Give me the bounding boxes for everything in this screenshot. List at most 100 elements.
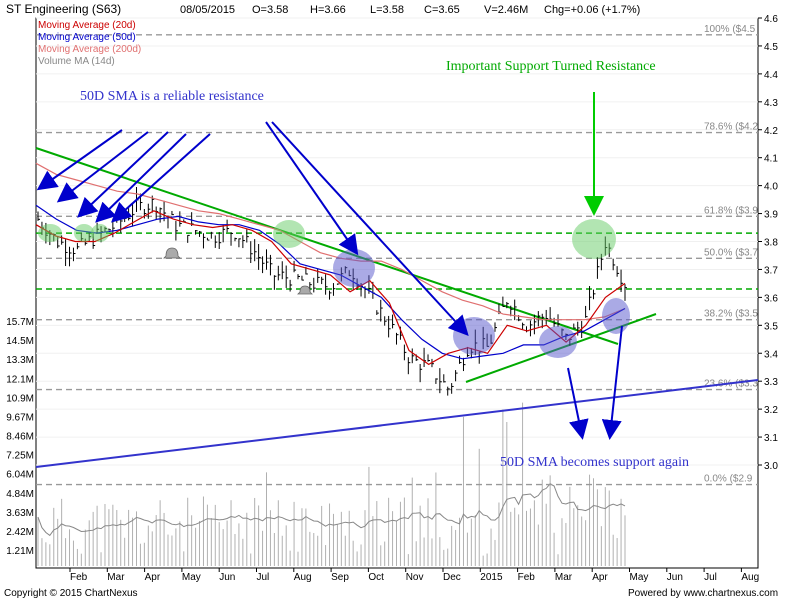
volume-tick-label: 4.84M [6, 489, 34, 500]
green-downtrend-line [35, 147, 619, 345]
date-tick-label: Oct [368, 572, 384, 583]
green-circle [273, 220, 305, 248]
legend-ma20: Moving Average (20d) [38, 20, 136, 31]
volume-axis-ticks: 15.7M 14.5M 13.3M 12.1M 10.9M 9.67M 8.46M 7.25M… [6, 317, 34, 557]
date-tick-label: Mar [555, 572, 573, 583]
date-tick-label: May [630, 572, 649, 583]
volume-tick-label: 2.42M [6, 527, 34, 538]
volume-tick-label: 3.63M [6, 508, 34, 519]
arrow [36, 129, 123, 191]
blue-arrows [36, 121, 623, 440]
arrow [567, 367, 589, 440]
volume-tick-label: 9.67M [6, 412, 34, 423]
fibonacci-label: 61.8% ($3.9 [704, 205, 758, 216]
date-tick-label: May [182, 572, 201, 583]
volume-tick-label: 1.21M [6, 546, 34, 557]
ma200-line [35, 162, 626, 321]
price-tick-label: 3.2 [764, 405, 778, 416]
price-tick-label: 4.6 [764, 14, 778, 25]
header-volume: V=2.46M [484, 4, 528, 16]
volume-tick-label: 10.9M [6, 393, 34, 404]
date-tick-label: Jun [667, 572, 683, 583]
price-tick-label: 3.8 [764, 238, 778, 249]
date-tick-label: Jul [257, 572, 270, 583]
price-tick-label: 4.3 [764, 98, 778, 109]
green-circle [38, 224, 62, 242]
bell-icon [297, 285, 313, 295]
legend-ma200: Moving Average (200d) [38, 44, 141, 55]
date-tick-label: Mar [107, 572, 125, 583]
volume-tick-label: 6.04M [6, 470, 34, 481]
fibonacci-label: 78.6% ($4.2 [704, 122, 758, 133]
price-tick-label: 3.7 [764, 265, 778, 276]
annotation-support-turned-resistance: Important Support Turned Resistance [446, 59, 656, 74]
arrow [77, 131, 169, 218]
header-date: 08/05/2015 [180, 4, 235, 16]
volume-tick-label: 14.5M [6, 336, 34, 347]
date-tick-label: Dec [443, 572, 461, 583]
header-close: C=3.65 [424, 4, 460, 16]
price-axis-ticks: 4.6 4.5 4.4 4.3 4.2 4.1 4.0 3.9 3.8 3.7 3.6 3.5 3.4 3… [758, 14, 778, 472]
date-tick-label: Sep [331, 572, 349, 583]
bell-markers [163, 247, 313, 295]
volume-tick-label: 13.3M [6, 355, 34, 366]
ma20-line [35, 210, 626, 366]
price-tick-label: 4.4 [764, 70, 778, 81]
bell-icon [163, 247, 181, 259]
annotation-support-again: 50D SMA becomes support again [500, 455, 689, 470]
price-tick-label: 4.0 [764, 182, 778, 193]
fibonacci-label: 100% ($4.5 [704, 24, 756, 35]
blue-circle [539, 326, 577, 358]
price-tick-label: 3.1 [764, 433, 778, 444]
arrow [601, 325, 623, 440]
volume-tick-label: 8.46M [6, 432, 34, 443]
green-circle [74, 224, 94, 242]
footer-powered: Powered by www.chartnexus.com [628, 588, 778, 599]
price-tick-label: 3.0 [764, 461, 778, 472]
date-tick-label: Nov [406, 572, 424, 583]
legend-ma50: Moving Average (50d) [38, 32, 136, 43]
arrow [271, 121, 469, 336]
date-tick-label: Jul [704, 572, 717, 583]
price-tick-label: 3.5 [764, 321, 778, 332]
annotation-resistance: 50D SMA is a reliable resistance [80, 89, 264, 104]
arrow [56, 131, 149, 203]
blue-circle [333, 249, 375, 287]
price-tick-label: 3.4 [764, 349, 778, 360]
blue-circle [453, 317, 495, 355]
green-circle [91, 224, 109, 242]
chart-title: ST Engineering (S63) [6, 2, 121, 16]
header-high: H=3.66 [310, 4, 346, 16]
header-open: O=3.58 [252, 4, 288, 16]
date-tick-label: Jun [219, 572, 235, 583]
ma50-line [35, 204, 626, 360]
date-tick-label: Feb [518, 572, 536, 583]
green-horizontal-levels [36, 232, 758, 290]
fibonacci-label: 50.0% ($3.7 [704, 247, 758, 258]
arrow [265, 121, 359, 256]
fibonacci-label: 38.2% ($3.5 [704, 309, 758, 320]
blue-circle [602, 298, 630, 334]
blue-long-trendline [35, 379, 759, 468]
price-tick-label: 4.5 [764, 42, 778, 53]
footer-copyright: Copyright © 2015 ChartNexus [4, 588, 138, 599]
price-tick-label: 3.9 [764, 210, 778, 221]
volume-bars [37, 402, 626, 566]
plot-frame [35, 17, 759, 569]
volume-ma-line [37, 483, 626, 537]
date-tick-label: Feb [70, 572, 88, 583]
price-tick-label: 3.3 [764, 377, 778, 388]
volume-tick-label: 15.7M [6, 317, 34, 328]
green-circle-large [572, 219, 616, 259]
fibonacci-label: 0.0% ($2.9 [704, 474, 753, 485]
date-tick-label: Aug [294, 572, 312, 583]
price-tick-label: 3.6 [764, 293, 778, 304]
header-low: L=3.58 [370, 4, 404, 16]
arrow [111, 133, 211, 223]
date-tick-label: Aug [741, 572, 759, 583]
volume-tick-label: 7.25M [6, 451, 34, 462]
date-tick-label: 2015 [480, 572, 503, 583]
price-tick-label: 4.2 [764, 126, 778, 137]
legend: Moving Average (20d) Moving Average (50d… [38, 20, 141, 67]
